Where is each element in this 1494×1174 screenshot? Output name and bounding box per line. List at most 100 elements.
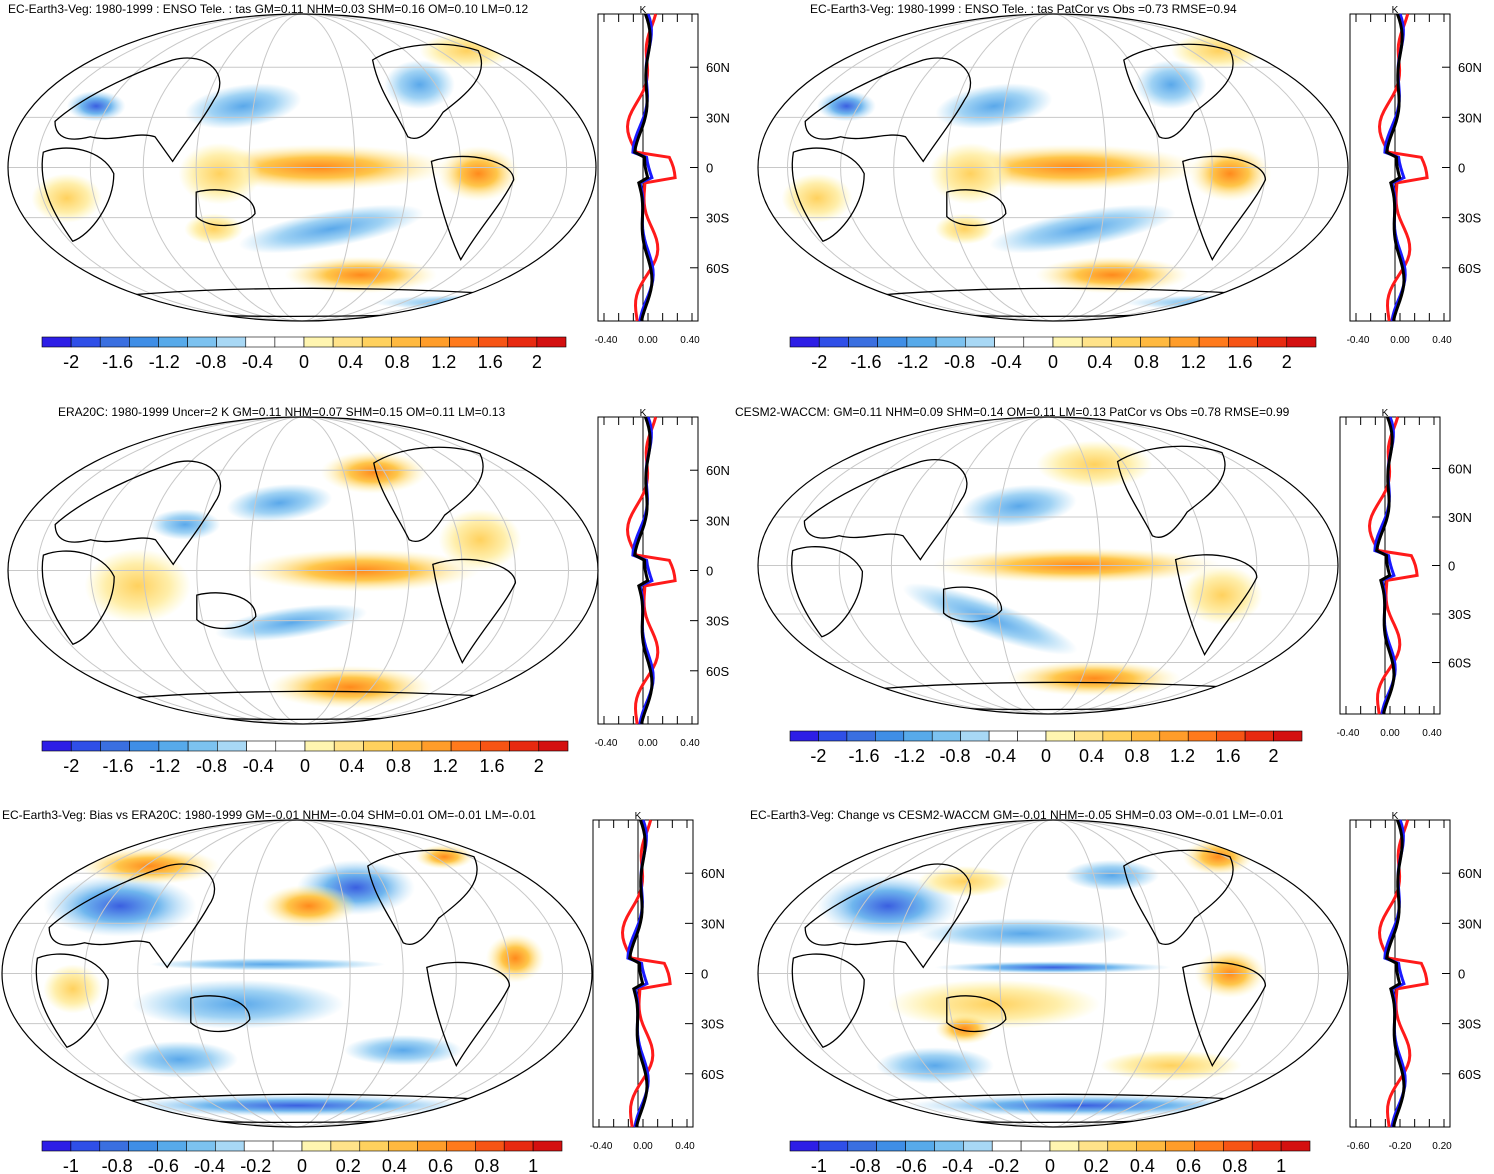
colorbar-label: 1.2 (1170, 746, 1195, 766)
colorbar-swatch (158, 336, 188, 348)
colorbar-swatch (532, 1140, 563, 1152)
anomaly-region (267, 665, 433, 709)
lat-label: 60N (1448, 461, 1472, 476)
meridian-gridline (946, 820, 1160, 1127)
colorbar-label: -0.2 (240, 1156, 271, 1174)
colorbar-swatch (509, 740, 540, 752)
meridian-gridline (890, 417, 1206, 714)
profile-line-black (633, 416, 654, 725)
colorbar-label: 0.6 (1176, 1156, 1201, 1174)
lat-label: 30N (706, 110, 730, 125)
meridian-gridline (196, 417, 410, 724)
anomaly-region (935, 213, 994, 245)
lat-label: 60S (1458, 261, 1481, 276)
profile-tick-label: 0.00 (633, 1141, 653, 1152)
anomaly-region (149, 958, 386, 971)
profile-tick-label: 0.40 (680, 738, 700, 749)
lat-label: 30N (701, 916, 725, 931)
zonal-mean-profile: K 60N 30N 0 30S 60S -0.60 -0.20 0.20 (1347, 811, 1482, 1152)
meridian-gridline (89, 14, 515, 321)
anomaly-region (917, 918, 1130, 949)
colorbar-swatch (1045, 730, 1075, 742)
colorbar-swatch (1107, 1140, 1137, 1152)
colorbar-swatch (1194, 1140, 1224, 1152)
profile-tick-label: 0.40 (675, 1141, 695, 1152)
anomaly-region (261, 884, 356, 928)
coastline (426, 961, 511, 1067)
colorbar-label: -0.4 (985, 746, 1016, 766)
colorbar-label: -1.2 (149, 352, 180, 372)
zonal-mean-profile: K 60N 30N 0 30S 60S -0.40 0.00 0.40 (1337, 408, 1472, 739)
colorbar-label: 2 (1269, 746, 1279, 766)
colorbar-swatch (70, 740, 101, 752)
anomaly-region (415, 844, 474, 870)
colorbar-label: -1.6 (848, 746, 879, 766)
coastline (1123, 849, 1234, 945)
coastline (54, 57, 221, 163)
panel-title: CESM2-WACCM: GM=0.11 NHM=0.09 SHM=0.14 O… (735, 405, 1290, 419)
colorbar-swatch (818, 1140, 849, 1152)
anomaly-region (817, 90, 876, 122)
meridian-gridline (893, 820, 1213, 1127)
colorbar-swatch (363, 740, 393, 752)
colorbar-label: -0.6 (148, 1156, 179, 1174)
profile-unit-label: K (640, 408, 647, 419)
colorbar-swatch (243, 1140, 274, 1152)
colorbar-swatch (421, 740, 452, 752)
lat-label: 60N (1458, 60, 1482, 75)
colorbar-swatch (1216, 730, 1246, 742)
colorbar-swatch (304, 740, 335, 752)
colorbar-swatch (991, 1140, 1022, 1152)
coastline (1182, 961, 1267, 1067)
meridian-gridline (31, 820, 563, 1127)
meridian-gridline (137, 820, 457, 1127)
anomaly-region (1035, 256, 1189, 294)
colorbar-swatch (988, 730, 1018, 742)
meridian-gridline (142, 14, 462, 321)
colorbar-label: -0.4 (991, 352, 1022, 372)
colorbar-label: 0.2 (1084, 1156, 1109, 1174)
colorbar-label: -2 (810, 746, 826, 766)
colorbar-swatch (965, 336, 995, 348)
colorbar: -2 -1.6 -1.2 -0.8 -0.4 0 0.4 0.8 1.2 1.6 2 (41, 740, 569, 776)
colorbar-label: 0.4 (339, 756, 364, 776)
colorbar-label: -1.2 (149, 756, 180, 776)
map-panel (1, 819, 593, 1128)
profile-tick-label: 0.00 (638, 335, 658, 346)
colorbar-swatch (1198, 336, 1229, 348)
meridian-gridline (838, 417, 1258, 714)
colorbar-swatch (905, 1140, 935, 1152)
lat-label: 0 (1458, 967, 1465, 982)
lat-label: 60S (706, 664, 729, 679)
anomaly-region (485, 933, 545, 983)
map-panel (757, 13, 1349, 322)
colorbar-label: 1 (528, 1156, 538, 1174)
lat-label: 30S (701, 1017, 724, 1032)
coastline (54, 460, 222, 566)
colorbar-swatch (330, 1140, 361, 1152)
anomaly-region (31, 173, 103, 223)
colorbar-label: 0 (300, 756, 310, 776)
map-border (757, 416, 1339, 715)
coastline (41, 147, 115, 242)
colorbar-swatch (1187, 730, 1217, 742)
lat-label: 30S (706, 211, 729, 226)
anomaly-region (1036, 440, 1153, 489)
colorbar-swatch (1244, 730, 1274, 742)
zonal-mean-profile: K 60N 30N 0 30S 60S -0.40 0.00 0.40 (1347, 5, 1482, 346)
colorbar-label: 0 (299, 352, 309, 372)
colorbar-swatch (417, 1140, 447, 1152)
meridian-gridline (248, 14, 356, 321)
anomaly-region (344, 1034, 463, 1066)
colorbar-swatch (41, 336, 72, 348)
anomaly-region (935, 1013, 994, 1045)
meridian-gridline (37, 417, 569, 724)
profile-tick-label: 0.40 (1432, 335, 1452, 346)
colorbar-label: -1.6 (850, 352, 881, 372)
colorbar-label: 0.8 (1134, 352, 1159, 372)
colorbar-label: -1.6 (102, 756, 133, 776)
anomaly-region (1123, 294, 1337, 311)
colorbar-swatch (935, 336, 966, 348)
coastline (432, 558, 517, 664)
